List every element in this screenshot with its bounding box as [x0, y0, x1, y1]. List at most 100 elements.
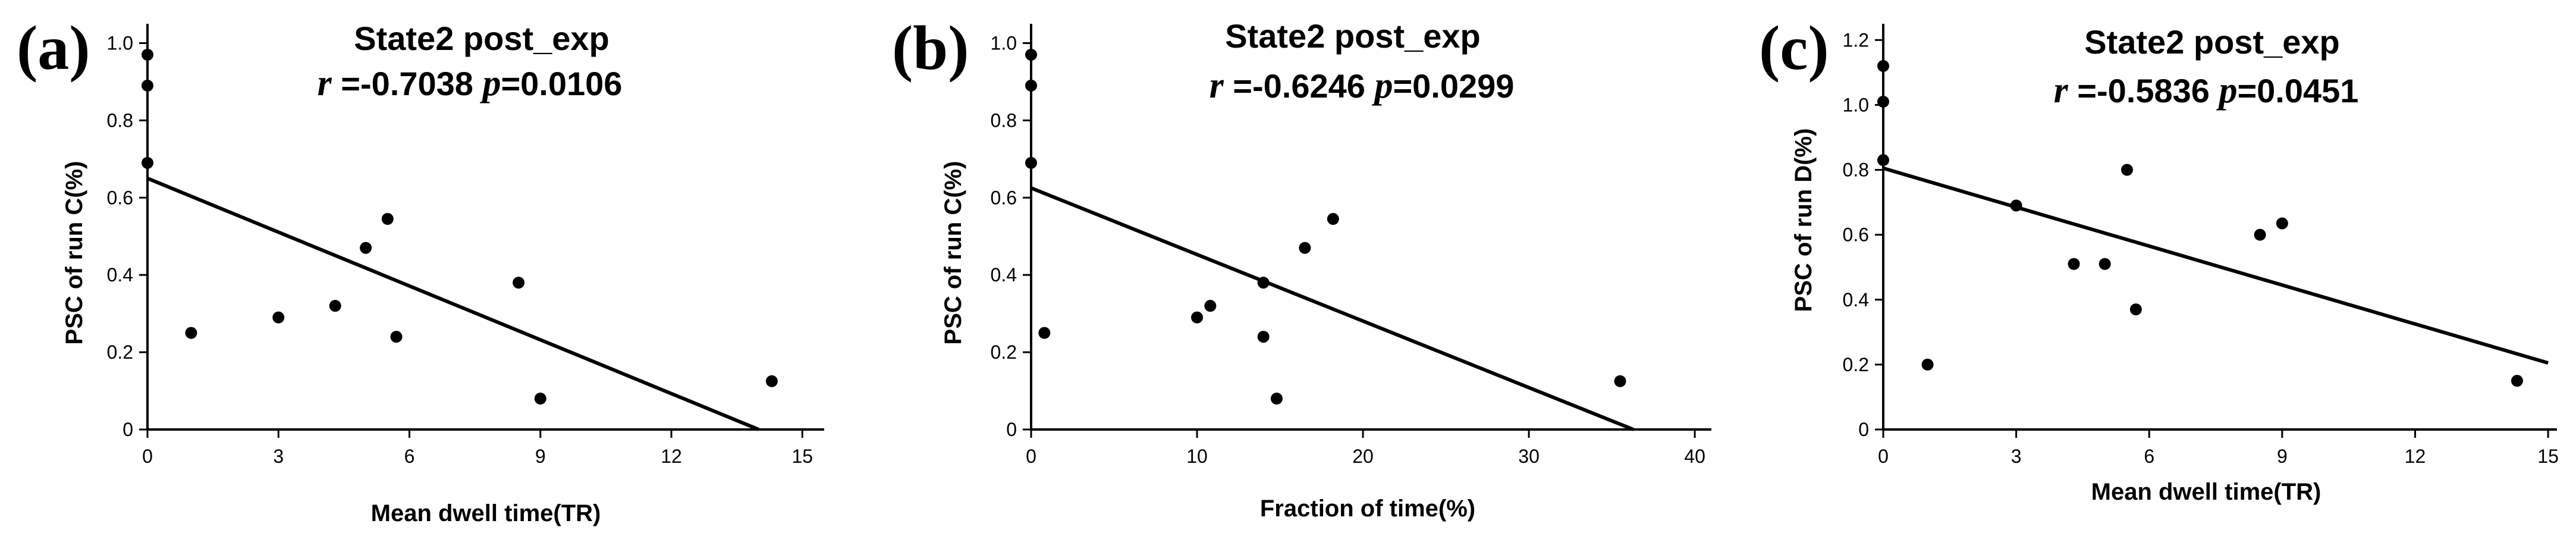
- panel-b-data-point: [1327, 213, 1339, 225]
- panel-a-data-point: [534, 393, 546, 405]
- panel-c-y-tick-label: 0.4: [1843, 289, 1869, 311]
- panel-a-y-tick-label: 0.4: [107, 264, 133, 286]
- panel-c-y-tick-label: 1.0: [1843, 94, 1869, 115]
- panel-b-data-point: [1299, 242, 1311, 254]
- panel-c-ylabel: PSC of run D(%): [1790, 128, 1817, 312]
- panel-a-data-point: [142, 156, 153, 169]
- panel-a-ylabel: PSC of run C(%): [61, 161, 87, 345]
- panel-a-r-symbol: r: [318, 63, 332, 104]
- panel-a-data-point: [513, 277, 525, 289]
- panel-c-label: (c): [1759, 13, 1829, 83]
- panel-a-fit-line: [146, 177, 760, 431]
- panel-a-r-value: =-0.7038: [332, 65, 483, 102]
- panel-a-x-tick-label: 15: [791, 446, 813, 467]
- panel-c-data-point: [1921, 358, 1934, 371]
- panel-a-x-tick-label: 0: [142, 446, 153, 467]
- panel-b-data-point: [1204, 300, 1217, 312]
- panel-c-data-point: [2121, 164, 2133, 176]
- panel-b-data-point: [1614, 375, 1626, 387]
- panel-c-xlabel: Mean dwell time(TR): [2091, 479, 2321, 505]
- panel-b-ylabel: PSC of run C(%): [940, 161, 966, 345]
- panel-a-stats: r =-0.7038 p=0.0106: [318, 63, 623, 104]
- panel-c-data-point: [2129, 303, 2142, 316]
- panel-b-title: State2 post_exp: [1225, 17, 1481, 55]
- panel-a-xlabel: Mean dwell time(TR): [371, 500, 601, 526]
- panel-b-r-symbol: r: [1210, 65, 1224, 106]
- panel-c-x-tick-label: 15: [2537, 446, 2559, 467]
- panel-a-data-point: [185, 327, 197, 339]
- panel-c-r-value: =-0.5836: [2068, 72, 2219, 109]
- panel-b-data-point: [1025, 156, 1037, 169]
- panel-c-data-point: [1877, 95, 1889, 108]
- panel-b-label: (b): [892, 13, 969, 83]
- panel-b-y-tick-label: 1.0: [991, 32, 1017, 54]
- panel-c-plot: 0 3 6 9 12 15 0 0.2 0.4 0.6 0.8 1.0 1.2: [1843, 24, 2559, 467]
- panel-a-label: (a): [17, 13, 90, 83]
- panel-c-data-point: [2511, 375, 2523, 387]
- panel-a-data-point: [765, 375, 778, 387]
- panel-b-x-tick-label: 0: [1026, 446, 1036, 467]
- panel-b-data-point: [1257, 331, 1270, 343]
- panel-b-data-point: [1270, 393, 1283, 405]
- panel-c-p-symbol: p: [2216, 70, 2237, 111]
- panel-a-x-tick-label: 12: [661, 446, 682, 467]
- panel-c-y-tick-label: 1.2: [1843, 29, 1869, 51]
- panel-a-y-tick-label: 1.0: [107, 32, 133, 54]
- panel-c-y-tick-label: 0.6: [1843, 224, 1869, 246]
- panel-c-data-point: [2068, 258, 2080, 270]
- panel-c-y-tick-label: 0: [1858, 419, 1869, 440]
- panel-b: (b) State2 post_exp r =-0.6246 p=0.0299 …: [892, 13, 1711, 522]
- panel-b-data-point: [1191, 311, 1204, 324]
- panel-c-data-point: [2010, 199, 2022, 212]
- panel-a-p-value: =0.0106: [501, 65, 622, 102]
- panel-c-data-point: [2099, 258, 2111, 270]
- panel-b-data-point: [1257, 277, 1270, 289]
- panel-b-data-point: [1025, 48, 1037, 61]
- panel-b-p-value: =0.0299: [1393, 67, 1514, 105]
- panel-a-data-point: [272, 311, 285, 324]
- panel-b-y-tick-label: 0.2: [991, 341, 1017, 363]
- panel-a-x-tick-label: 9: [535, 446, 546, 467]
- panel-a-plot: 0 3 6 9 12 15 0 0.2 0.4 0.6 0.8 1.0: [107, 24, 824, 467]
- panel-b-y-tick-label: 0.4: [991, 264, 1017, 286]
- panel-c-r-symbol: r: [2054, 70, 2069, 111]
- panel-a: (a) State2 post_exp r =-0.7038 p=0.0106 …: [17, 13, 824, 526]
- panel-a-p-symbol: p: [479, 63, 501, 104]
- panel-c-data-point: [2276, 217, 2288, 230]
- panel-a-y-tick-label: 0.6: [107, 187, 133, 208]
- panel-c: (c) State2 post_exp r =-0.5836 p=0.0451 …: [1759, 13, 2559, 505]
- panel-b-x-tick-label: 30: [1518, 446, 1540, 467]
- panel-c-x-tick-label: 9: [2277, 446, 2288, 467]
- panel-a-data-point: [329, 300, 341, 312]
- panel-a-data-point: [390, 331, 403, 343]
- panel-c-p-value: =0.0451: [2237, 72, 2358, 109]
- panel-b-x-tick-label: 20: [1352, 446, 1374, 467]
- panel-a-y-tick-label: 0: [122, 419, 133, 440]
- panel-c-data-point: [2254, 228, 2266, 241]
- panel-b-y-tick-label: 0.6: [991, 187, 1017, 208]
- panel-b-data-point: [1025, 79, 1037, 92]
- panel-b-fit-line: [1030, 186, 1634, 431]
- panel-b-r-value: =-0.6246: [1224, 67, 1375, 105]
- panel-c-y-tick-label: 0.8: [1843, 159, 1869, 181]
- panel-c-x-tick-label: 0: [1878, 446, 1889, 467]
- panel-c-x-tick-label: 6: [2144, 446, 2154, 467]
- panel-c-y-tick-label: 0.2: [1843, 354, 1869, 375]
- panel-b-plot: 0 10 20 30 40 0 0.2 0.4 0.6 0.8 1.0: [991, 24, 1711, 467]
- panel-a-y-tick-label: 0.8: [107, 109, 133, 131]
- panel-a-title: State2 post_exp: [354, 20, 610, 57]
- panel-c-data-point: [1877, 154, 1889, 167]
- panel-a-x-tick-label: 6: [404, 446, 415, 467]
- panel-a-data-point: [142, 48, 153, 61]
- panel-c-stats: r =-0.5836 p=0.0451: [2054, 70, 2359, 111]
- panel-a-data-point: [381, 213, 394, 225]
- panel-b-stats: r =-0.6246 p=0.0299: [1210, 65, 1515, 106]
- panel-b-y-tick-label: 0.8: [991, 109, 1017, 131]
- panel-b-xlabel: Fraction of time(%): [1260, 496, 1475, 522]
- panel-b-y-tick-label: 0: [1006, 419, 1017, 440]
- panel-a-y-tick-label: 0.2: [107, 341, 133, 363]
- panel-b-data-point: [1038, 327, 1051, 339]
- panel-a-x-tick-label: 3: [273, 446, 284, 467]
- panel-a-data-point: [142, 79, 153, 92]
